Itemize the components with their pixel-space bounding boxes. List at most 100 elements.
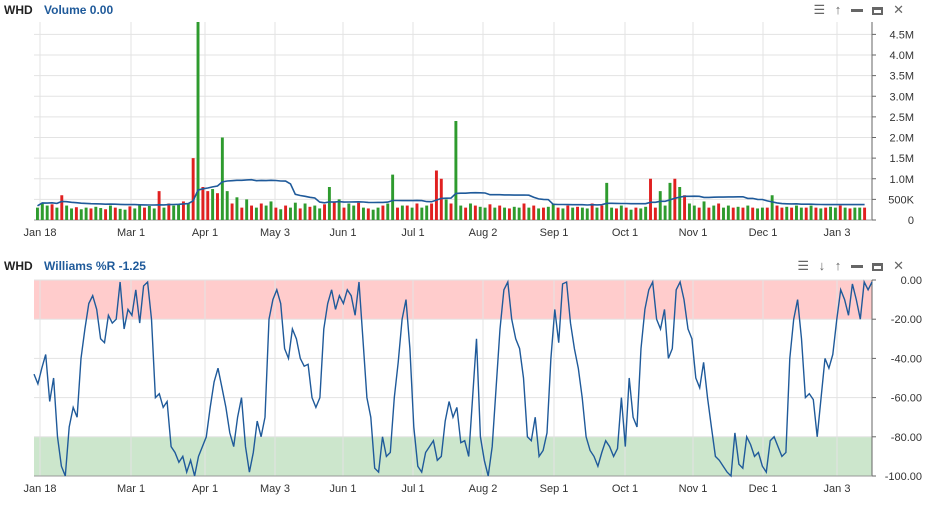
arrow-up-icon[interactable]: ↑	[834, 2, 842, 17]
volume-bar	[444, 199, 448, 220]
volume-bar	[585, 208, 589, 220]
volume-bar	[517, 207, 521, 220]
y-tick-label: 3.0M	[890, 91, 914, 103]
x-tick-label: Dec 1	[749, 227, 778, 239]
volume-bar	[133, 208, 137, 220]
volume-bar	[829, 206, 832, 220]
volume-bar	[211, 189, 215, 220]
volume-bar	[425, 205, 429, 220]
volume-bar	[45, 205, 49, 220]
volume-bar	[790, 207, 794, 220]
volume-bar	[201, 187, 205, 220]
volume-bar	[478, 206, 482, 220]
volume-bar	[94, 206, 98, 220]
volume-bar	[371, 209, 375, 220]
y-tick-label: 0	[908, 215, 914, 227]
arrow-down-icon[interactable]: ↓	[818, 258, 826, 273]
volume-bar	[206, 191, 210, 220]
volume-bar	[361, 207, 365, 220]
volume-bar	[532, 205, 536, 220]
volume-bar	[653, 207, 657, 220]
volume-bar	[833, 207, 837, 220]
volume-bar	[571, 207, 575, 220]
arrow-up-icon[interactable]: ↑	[834, 258, 842, 273]
close-icon[interactable]: ✕	[893, 258, 904, 273]
volume-bar	[186, 203, 190, 220]
x-tick-label: Jul 1	[401, 483, 424, 495]
maximize-icon[interactable]	[872, 262, 884, 271]
volume-bar	[264, 205, 268, 220]
williams-indicator-label[interactable]: Williams %R -1.25	[44, 259, 146, 273]
minimize-icon[interactable]	[850, 265, 863, 269]
volume-bar	[697, 207, 701, 220]
volume-bar	[522, 203, 526, 220]
volume-bar	[770, 195, 774, 220]
volume-bar	[493, 207, 497, 220]
x-tick-label: Sep 1	[540, 483, 569, 495]
volume-bar	[410, 207, 414, 220]
volume-bar	[799, 207, 803, 220]
volume-bar	[741, 207, 745, 220]
menu-icon[interactable]: ☰	[797, 258, 809, 273]
x-tick-label: Jan 18	[23, 483, 56, 495]
volume-bar	[420, 207, 424, 220]
x-tick-label: Jun 1	[330, 483, 357, 495]
volume-panel-header: WHD Volume 0.00	[4, 2, 113, 18]
x-tick-label: Jan 3	[824, 227, 851, 239]
volume-bar	[113, 207, 117, 220]
minimize-icon[interactable]	[850, 9, 863, 13]
volume-bar	[216, 193, 219, 220]
maximize-icon[interactable]	[872, 6, 884, 15]
volume-bar	[561, 208, 565, 220]
x-tick-label: May 3	[260, 483, 290, 495]
volume-bar	[610, 207, 614, 220]
volume-indicator-label[interactable]: Volume 0.00	[44, 3, 114, 17]
volume-bar	[36, 207, 39, 220]
volume-bar	[507, 208, 511, 220]
volume-panel-tools: ☰ ↑ ✕	[807, 2, 904, 18]
volume-bar	[337, 199, 341, 220]
volume-bar	[605, 182, 609, 220]
volume-bar	[240, 207, 244, 220]
volume-bar	[722, 207, 725, 220]
x-tick-label: Aug 2	[469, 227, 498, 239]
x-tick-label: Apr 1	[192, 483, 218, 495]
close-icon[interactable]: ✕	[893, 2, 904, 17]
volume-bar	[692, 205, 696, 220]
volume-bar	[220, 137, 224, 220]
volume-bar	[118, 208, 122, 220]
volume-bar	[629, 209, 633, 220]
volume-bar	[259, 203, 263, 220]
volume-bar	[269, 201, 273, 220]
volume-bar	[785, 206, 789, 220]
volume-bar	[795, 205, 798, 220]
volume-bar	[342, 207, 346, 220]
x-tick-label: Mar 1	[117, 227, 145, 239]
volume-bar	[245, 199, 249, 220]
volume-bar	[191, 158, 195, 220]
x-tick-label: May 3	[260, 227, 290, 239]
volume-bar	[108, 205, 112, 220]
volume-bar	[381, 205, 385, 220]
volume-bar	[678, 187, 682, 220]
volume-bar	[756, 208, 760, 220]
volume-moving-average-line	[37, 178, 865, 207]
volume-bar	[449, 203, 453, 220]
y-tick-label: 2.5M	[890, 112, 914, 124]
volume-bar	[765, 207, 769, 220]
menu-icon[interactable]: ☰	[813, 2, 826, 17]
volume-bar	[853, 207, 857, 220]
volume-bar	[40, 202, 44, 220]
volume-bar	[279, 209, 283, 220]
symbol-label: WHD	[4, 3, 33, 17]
y-tick-label: -60.00	[891, 393, 922, 405]
y-tick-label: 4.0M	[890, 50, 914, 62]
volume-bar	[634, 207, 638, 220]
volume-bar	[89, 208, 93, 220]
volume-bar	[225, 191, 229, 220]
williams-r-chart: 0.00 -20.00 -40.00 -60.00 -80.00 -100.00 Jan 1…	[23, 275, 922, 495]
volume-bar	[775, 205, 779, 220]
y-tick-label: -40.00	[891, 353, 922, 365]
overbought-band	[34, 280, 872, 320]
volume-bar	[303, 203, 307, 220]
